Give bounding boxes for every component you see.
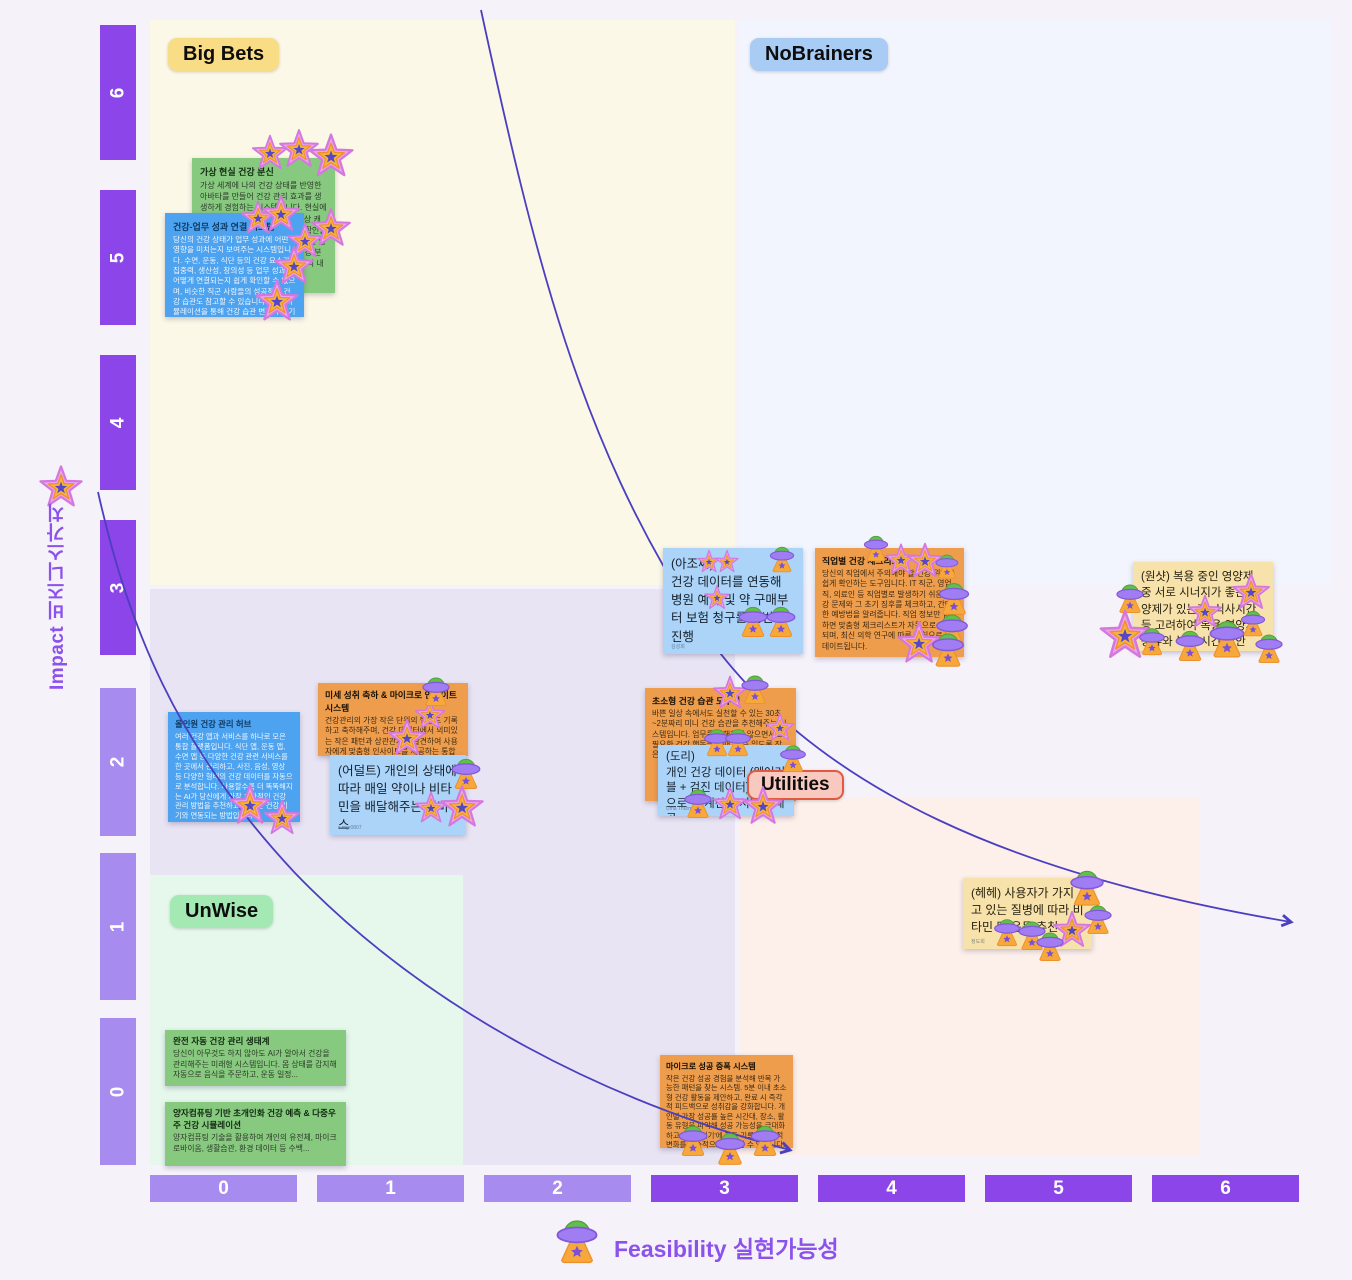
star-vote-icon bbox=[1188, 594, 1222, 627]
x-tick-5: 5 bbox=[985, 1175, 1132, 1202]
note-title: 완전 자동 건강 관리 생태계 bbox=[173, 1036, 270, 1046]
y-tick-4: 4 bbox=[100, 355, 136, 490]
sticky-note-auto-ecosystem[interactable]: 완전 자동 건강 관리 생태계 당신이 아무것도 하지 않아도 AI가 알아서 … bbox=[165, 1030, 346, 1086]
feasibility-ufo-icon bbox=[556, 1220, 598, 1263]
x-tick-6: 6 bbox=[1152, 1175, 1299, 1202]
ufo-vote-icon bbox=[935, 554, 959, 579]
ufo-vote-icon bbox=[766, 606, 796, 637]
ufo-vote-icon bbox=[769, 546, 795, 573]
ufo-vote-icon bbox=[1036, 932, 1064, 962]
y-tick-3: 3 bbox=[100, 520, 136, 655]
star-vote-icon bbox=[388, 719, 426, 755]
note-author: 정도희 bbox=[971, 939, 985, 945]
x-tick-4: 4 bbox=[818, 1175, 965, 1202]
ufo-vote-icon bbox=[741, 675, 769, 705]
ufo-vote-icon bbox=[678, 1125, 708, 1156]
star-vote-icon bbox=[765, 713, 795, 741]
ufo-vote-icon bbox=[725, 729, 751, 757]
note-title: 가상 현실 건강 분신 bbox=[200, 167, 274, 177]
ufo-vote-icon bbox=[994, 919, 1020, 947]
note-body: 양자컴퓨팅 기술을 활용하여 개인의 유전체, 마이크로바이옴, 생활습관, 환… bbox=[173, 1133, 337, 1153]
note-body: 당신이 아무것도 하지 않아도 AI가 알아서 건강을 관리해주는 미래형 시스… bbox=[173, 1049, 337, 1080]
star-vote-icon bbox=[255, 279, 299, 320]
ufo-vote-icon bbox=[422, 677, 450, 707]
star-vote-icon bbox=[308, 134, 354, 176]
star-vote-icon bbox=[440, 785, 484, 826]
x-tick-2: 2 bbox=[484, 1175, 631, 1202]
y-tick-0: 0 bbox=[100, 1018, 136, 1165]
star-vote-icon bbox=[704, 585, 730, 609]
star-vote-icon bbox=[743, 786, 783, 824]
quadrant-label-unwise[interactable]: UnWise bbox=[170, 895, 274, 928]
ufo-vote-icon bbox=[780, 745, 806, 773]
note-title: 양자컴퓨팅 기반 초개인화 건강 예측 & 다중우주 건강 시뮬레이션 bbox=[173, 1108, 336, 1130]
note-author: 김성희 bbox=[671, 644, 685, 650]
x-tick-0: 0 bbox=[150, 1175, 297, 1202]
quadrant-rect-nobrainers bbox=[739, 20, 1332, 585]
ufo-vote-icon bbox=[715, 1133, 745, 1165]
x-axis-label: Feasibility 실현가능성 bbox=[614, 1236, 839, 1262]
note-title: 올인원 건강 관리 허브 bbox=[175, 719, 252, 729]
ufo-vote-icon bbox=[1139, 628, 1165, 656]
note-title: 마이크로 성공 증폭 시스템 bbox=[666, 1062, 756, 1071]
sticky-note-quantum-sim[interactable]: 양자컴퓨팅 기반 초개인화 건강 예측 & 다중우주 건강 시뮬레이션 양자컴퓨… bbox=[165, 1102, 346, 1166]
quadrant-label-big-bets[interactable]: Big Bets bbox=[168, 38, 280, 71]
quadrant-rect-utilities bbox=[739, 797, 1200, 1155]
y-tick-2: 2 bbox=[100, 688, 136, 836]
y-tick-5: 5 bbox=[100, 190, 136, 325]
x-tick-1: 1 bbox=[317, 1175, 464, 1202]
note-title: 건강-업무 성과 연결 시스템 bbox=[173, 222, 275, 232]
star-vote-icon bbox=[1232, 573, 1270, 609]
ufo-vote-icon bbox=[1255, 634, 1283, 664]
star-vote-icon bbox=[715, 549, 739, 573]
y-axis-label: Impact 비즈니스가치 bbox=[47, 503, 68, 691]
y-tick-6: 6 bbox=[100, 25, 136, 160]
x-tick-3: 3 bbox=[651, 1175, 798, 1202]
ufo-vote-icon bbox=[932, 633, 964, 667]
y-tick-1: 1 bbox=[100, 853, 136, 1000]
star-vote-icon bbox=[264, 800, 300, 834]
note-author: s.mgr0807 bbox=[338, 825, 362, 831]
ufo-vote-icon bbox=[750, 1125, 780, 1156]
quadrant-label-nobrainers[interactable]: NoBrainers bbox=[750, 38, 888, 71]
